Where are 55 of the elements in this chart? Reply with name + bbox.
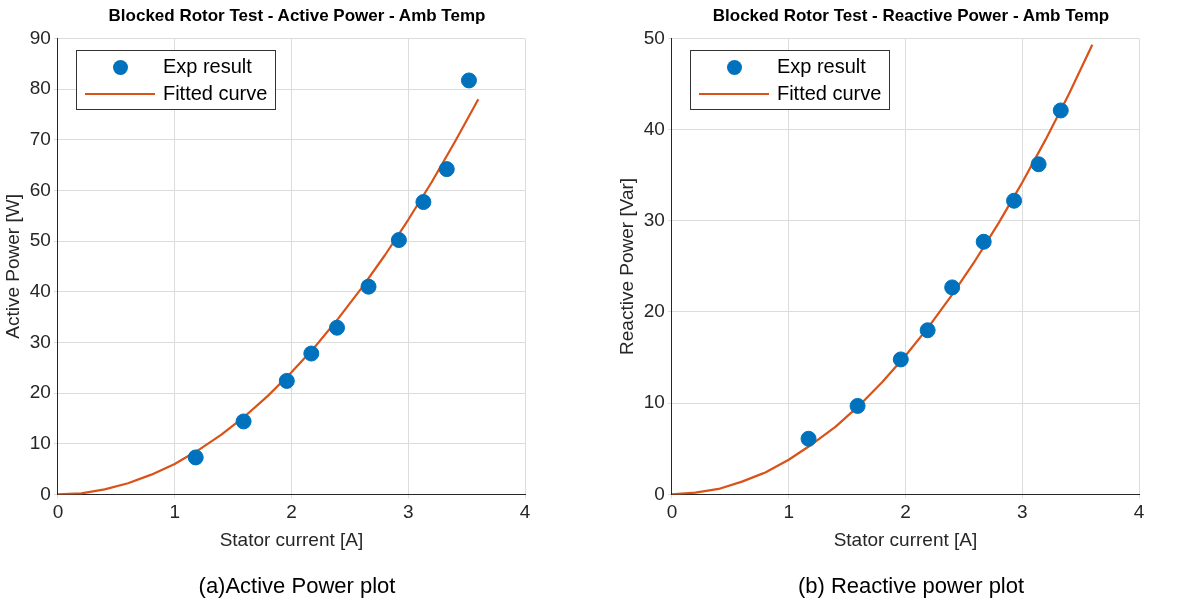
y-axis-title: Active Power [W]	[1, 194, 23, 339]
y-tick-label: 80	[29, 77, 51, 99]
point	[1052, 102, 1069, 119]
y-tick-label: 40	[643, 117, 665, 139]
y-tick-label: 10	[29, 431, 51, 453]
text: (a)Active Power plot	[197, 573, 397, 599]
point	[360, 278, 377, 295]
y-tick-label: 30	[643, 209, 665, 231]
point	[944, 279, 961, 296]
y-tick-label: 10	[643, 391, 665, 413]
legend-label: Fitted curve	[162, 82, 268, 106]
x-tick-label: 4	[519, 501, 531, 523]
chart-title: Blocked Rotor Test - Reactive Power - Amb Temp	[711, 6, 1111, 26]
y-tick-label: 60	[29, 178, 51, 200]
point	[187, 449, 204, 466]
text: (b) Reactive power plot	[796, 573, 1026, 599]
chart-title: Blocked Rotor Test - Active Power - Amb Temp	[107, 6, 487, 26]
point	[919, 322, 936, 339]
x-tick-label: 3	[1016, 501, 1028, 523]
point	[415, 194, 432, 211]
point	[390, 232, 407, 249]
x-tick-label: 3	[402, 501, 414, 523]
y-axis-title: Reactive Power [Var]	[615, 177, 637, 355]
x-tick-label: 2	[286, 501, 297, 523]
point	[303, 345, 320, 362]
y-tick-label: 0	[40, 482, 51, 504]
legend-label: Exp result	[776, 55, 866, 79]
y-tick-label: 30	[29, 330, 51, 352]
point	[800, 430, 817, 447]
y-tick-label: 50	[29, 229, 51, 251]
point	[278, 372, 295, 389]
y-tick-label: 20	[643, 300, 665, 322]
point	[329, 319, 346, 336]
x-tick-label: 1	[169, 501, 180, 523]
y-tick-label: 50	[643, 26, 665, 48]
point	[235, 413, 252, 430]
y-tick-label: 90	[29, 26, 51, 48]
legend-label: Exp result	[162, 55, 252, 79]
legend-label: Fitted curve	[776, 82, 882, 106]
point	[892, 351, 909, 368]
x-tick-label: 1	[783, 501, 794, 523]
x-tick-label: 4	[1133, 501, 1145, 523]
point	[1030, 156, 1047, 173]
x-tick-label: 2	[900, 501, 911, 523]
point	[460, 72, 477, 89]
point	[1006, 192, 1023, 209]
y-tick-label: 0	[654, 482, 665, 504]
x-axis-title: Stator current [A]	[219, 528, 364, 550]
y-tick-label: 70	[29, 127, 51, 149]
y-tick-label: 40	[29, 279, 51, 301]
x-axis-title: Stator current [A]	[833, 528, 978, 550]
point	[849, 397, 866, 414]
point	[438, 161, 455, 178]
point	[975, 233, 992, 250]
y-tick-label: 20	[29, 381, 51, 403]
